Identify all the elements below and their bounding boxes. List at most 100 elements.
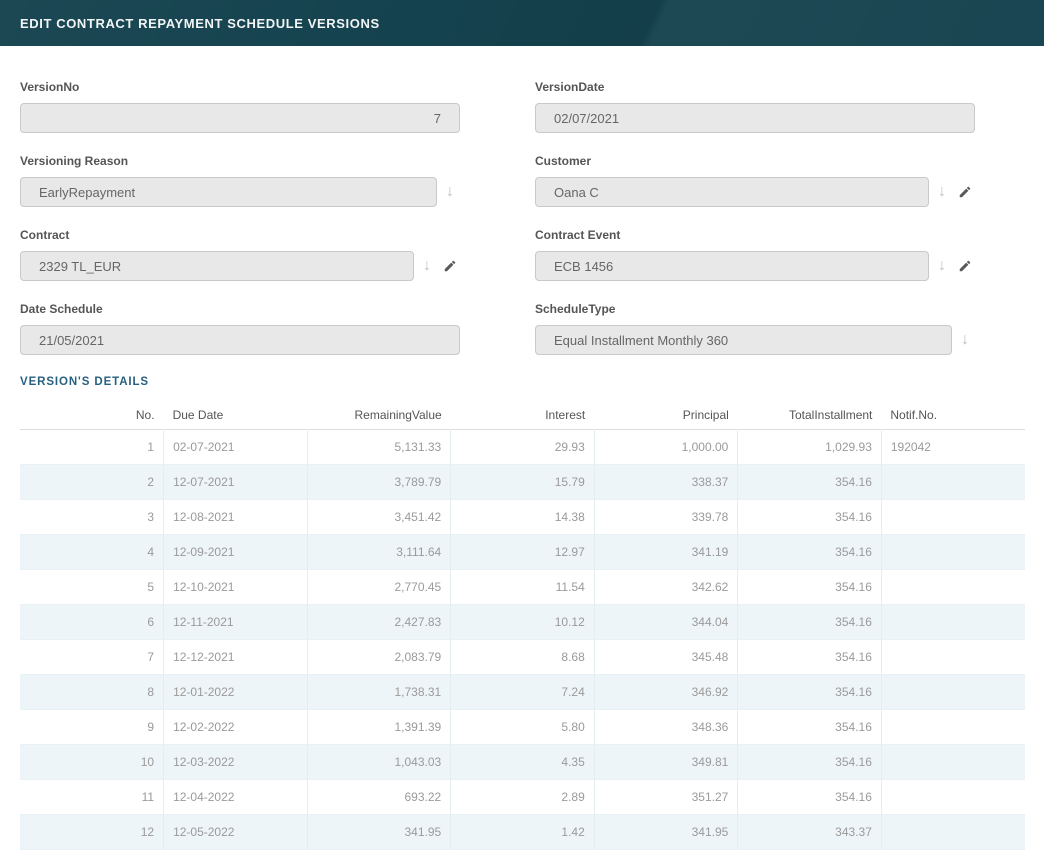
- details-table: No.Due DateRemainingValueInterestPrincip…: [20, 401, 1025, 850]
- cell-principal: 1,000.00: [594, 429, 738, 464]
- date-schedule-input[interactable]: 21/05/2021: [20, 325, 460, 355]
- contract-event-dropdown-arrow-icon[interactable]: ↓: [932, 258, 952, 274]
- table-row[interactable]: 1212-05-2022341.951.42341.95343.37: [20, 814, 1025, 849]
- cell-interest: 29.93: [451, 429, 595, 464]
- contract-edit-pencil-icon[interactable]: [440, 259, 460, 273]
- cell-remainingvalue: 693.22: [307, 779, 451, 814]
- cell-due-date: 12-04-2022: [164, 779, 308, 814]
- cell-principal: 351.27: [594, 779, 738, 814]
- table-row[interactable]: 712-12-20212,083.798.68345.48354.16: [20, 639, 1025, 674]
- field-date-schedule: Date Schedule 21/05/2021: [20, 302, 460, 355]
- cell-due-date: 02-07-2021: [164, 429, 308, 464]
- version-date-label: VersionDate: [535, 80, 975, 94]
- cell-no-: 8: [20, 674, 164, 709]
- cell-remainingvalue: 1,391.39: [307, 709, 451, 744]
- field-version-no: VersionNo7: [20, 80, 460, 133]
- table-row[interactable]: 102-07-20215,131.3329.931,000.001,029.93…: [20, 429, 1025, 464]
- cell-due-date: 12-09-2021: [164, 534, 308, 569]
- cell-interest: 11.54: [451, 569, 595, 604]
- cell-interest: 12.97: [451, 534, 595, 569]
- date-schedule-control-row: 21/05/2021: [20, 325, 460, 355]
- version-date-value: 02/07/2021: [554, 111, 619, 126]
- cell-interest: 2.89: [451, 779, 595, 814]
- cell-no-: 11: [20, 779, 164, 814]
- cell-notif-no-: 192042: [881, 429, 1025, 464]
- cell-totalinstallment: 343.37: [738, 814, 882, 849]
- contract-control-row: 2329 TL_EUR↓: [20, 251, 460, 281]
- cell-no-: 3: [20, 499, 164, 534]
- contract-label: Contract: [20, 228, 460, 242]
- date-schedule-label: Date Schedule: [20, 302, 460, 316]
- table-row[interactable]: 412-09-20213,111.6412.97341.19354.16: [20, 534, 1025, 569]
- cell-remainingvalue: 5,131.33: [307, 429, 451, 464]
- cell-due-date: 12-02-2022: [164, 709, 308, 744]
- schedule-type-value: Equal Installment Monthly 360: [554, 333, 728, 348]
- schedule-type-dropdown-arrow-icon[interactable]: ↓: [955, 332, 975, 348]
- table-row[interactable]: 612-11-20212,427.8310.12344.04354.16: [20, 604, 1025, 639]
- cell-due-date: 12-07-2021: [164, 464, 308, 499]
- cell-notif-no-: [881, 709, 1025, 744]
- contract-input[interactable]: 2329 TL_EUR: [20, 251, 414, 281]
- version-date-input[interactable]: 02/07/2021: [535, 103, 975, 133]
- table-row[interactable]: 312-08-20213,451.4214.38339.78354.16: [20, 499, 1025, 534]
- table-row[interactable]: 1112-04-2022693.222.89351.27354.16: [20, 779, 1025, 814]
- customer-dropdown-arrow-icon[interactable]: ↓: [932, 184, 952, 200]
- table-row[interactable]: 812-01-20221,738.317.24346.92354.16: [20, 674, 1025, 709]
- section-title: VERSION'S DETAILS: [20, 376, 1044, 388]
- version-no-input[interactable]: 7: [20, 103, 460, 133]
- table-row[interactable]: 512-10-20212,770.4511.54342.62354.16: [20, 569, 1025, 604]
- versioning-reason-value: EarlyRepayment: [39, 185, 135, 200]
- cell-remainingvalue: 2,770.45: [307, 569, 451, 604]
- cell-totalinstallment: 354.16: [738, 569, 882, 604]
- cell-totalinstallment: 354.16: [738, 709, 882, 744]
- cell-remainingvalue: 2,427.83: [307, 604, 451, 639]
- cell-principal: 338.37: [594, 464, 738, 499]
- customer-input[interactable]: Oana C: [535, 177, 929, 207]
- field-schedule-type: ScheduleTypeEqual Installment Monthly 36…: [535, 302, 975, 355]
- field-versioning-reason: Versioning Reason EarlyRepayment ↓: [20, 154, 460, 207]
- details-table-header: No.Due DateRemainingValueInterestPrincip…: [20, 401, 1025, 429]
- cell-totalinstallment: 1,029.93: [738, 429, 882, 464]
- schedule-type-input[interactable]: Equal Installment Monthly 360: [535, 325, 952, 355]
- cell-no-: 7: [20, 639, 164, 674]
- contract-event-control-row: ECB 1456↓: [535, 251, 975, 281]
- customer-value: Oana C: [554, 185, 599, 200]
- table-row[interactable]: 912-02-20221,391.395.80348.36354.16: [20, 709, 1025, 744]
- customer-control-row: Oana C ↓: [535, 177, 975, 207]
- field-version-date: VersionDate 02/07/2021: [535, 80, 975, 133]
- cell-due-date: 12-12-2021: [164, 639, 308, 674]
- versioning-reason-label: Versioning Reason: [20, 154, 460, 168]
- contract-event-input[interactable]: ECB 1456: [535, 251, 929, 281]
- table-row[interactable]: 1012-03-20221,043.034.35349.81354.16: [20, 744, 1025, 779]
- version-form: VersionNo7 VersionDate 02/07/2021 Versionin…: [20, 80, 1044, 376]
- cell-due-date: 12-05-2022: [164, 814, 308, 849]
- cell-remainingvalue: 3,111.64: [307, 534, 451, 569]
- cell-interest: 5.80: [451, 709, 595, 744]
- cell-principal: 342.62: [594, 569, 738, 604]
- cell-principal: 346.92: [594, 674, 738, 709]
- cell-totalinstallment: 354.16: [738, 744, 882, 779]
- versioning-reason-input[interactable]: EarlyRepayment: [20, 177, 437, 207]
- version-no-control-row: 7: [20, 103, 460, 133]
- contract-dropdown-arrow-icon[interactable]: ↓: [417, 258, 437, 274]
- cell-no-: 12: [20, 814, 164, 849]
- cell-interest: 4.35: [451, 744, 595, 779]
- customer-edit-pencil-icon[interactable]: [955, 185, 975, 199]
- cell-no-: 9: [20, 709, 164, 744]
- cell-no-: 10: [20, 744, 164, 779]
- contract-event-edit-pencil-icon[interactable]: [955, 259, 975, 273]
- cell-principal: 349.81: [594, 744, 738, 779]
- cell-due-date: 12-08-2021: [164, 499, 308, 534]
- cell-remainingvalue: 3,451.42: [307, 499, 451, 534]
- cell-interest: 14.38: [451, 499, 595, 534]
- cell-principal: 345.48: [594, 639, 738, 674]
- table-row[interactable]: 212-07-20213,789.7915.79338.37354.16: [20, 464, 1025, 499]
- cell-principal: 341.19: [594, 534, 738, 569]
- cell-interest: 15.79: [451, 464, 595, 499]
- cell-principal: 339.78: [594, 499, 738, 534]
- version-date-control-row: 02/07/2021: [535, 103, 975, 133]
- cell-notif-no-: [881, 744, 1025, 779]
- versioning-reason-dropdown-arrow-icon[interactable]: ↓: [440, 184, 460, 200]
- field-contract: Contract 2329 TL_EUR↓: [20, 228, 460, 281]
- cell-notif-no-: [881, 464, 1025, 499]
